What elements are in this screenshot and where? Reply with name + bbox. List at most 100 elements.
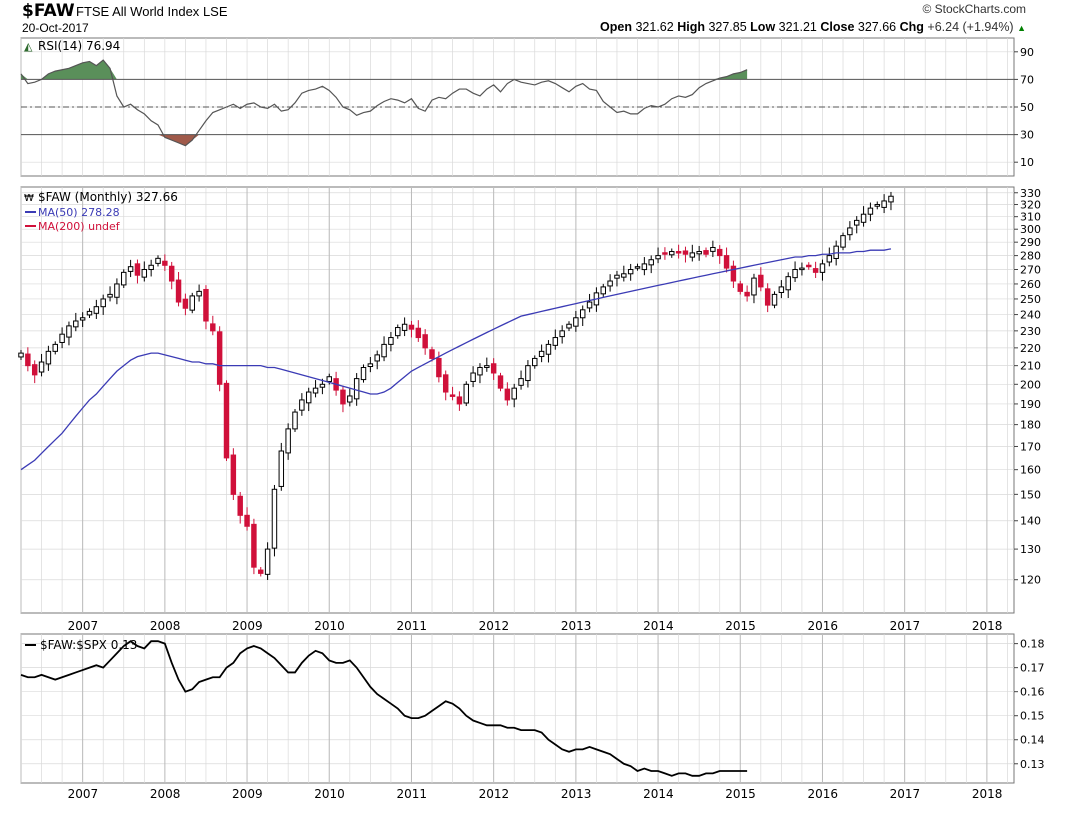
price-y-tick-label: 330	[1020, 187, 1041, 200]
candle-body	[806, 264, 812, 268]
candle-body	[826, 255, 833, 263]
candle-body	[614, 274, 620, 279]
candle-body	[360, 366, 367, 381]
price-y-tick-label: 260	[1020, 278, 1041, 291]
candle-body	[566, 323, 572, 329]
rsi-line	[20, 59, 748, 147]
rsi-title: RSI(14) 76.94	[38, 39, 120, 53]
rsi-y-tick-label: 30	[1020, 129, 1034, 142]
x-tick-label: 2007	[68, 619, 99, 633]
price-y-tick-label: 230	[1020, 325, 1041, 338]
price-y-tick-label: 180	[1020, 419, 1041, 432]
candle-body	[175, 279, 182, 303]
candle-body	[710, 246, 716, 252]
candle-body	[305, 391, 312, 404]
candle-body	[127, 266, 134, 272]
candle-body	[299, 399, 305, 411]
candle-body	[347, 395, 353, 403]
candle-body	[552, 337, 559, 346]
candle-body	[607, 280, 613, 287]
candle-body	[703, 250, 709, 255]
candle-body	[52, 343, 58, 352]
candle-body	[689, 252, 696, 258]
ma50-legend: MA(50) 278.28	[38, 206, 120, 219]
rsi-y-tick-label: 50	[1020, 101, 1034, 114]
candle-body	[59, 333, 65, 343]
candle-body	[840, 235, 846, 248]
candle-body	[408, 324, 415, 330]
price-y-tick-label: 250	[1020, 293, 1041, 306]
rsi-y-tick-label: 90	[1020, 46, 1034, 59]
close-value: 327.66	[857, 20, 897, 34]
candle-body	[490, 363, 497, 374]
x-tick-label: 2016	[807, 619, 838, 633]
candle-body	[621, 273, 627, 278]
candle-body	[771, 293, 778, 306]
candle-body	[395, 327, 401, 337]
candle-body	[31, 364, 38, 376]
index-name: FTSE All World Index LSE	[76, 4, 228, 19]
candle-body	[278, 450, 285, 487]
candle-body	[470, 372, 476, 382]
x-tick-label: 2007	[68, 787, 99, 801]
candle-body	[401, 323, 408, 331]
candle-body	[648, 259, 654, 266]
x-tick-label: 2010	[314, 787, 345, 801]
candle-body	[785, 276, 791, 291]
candle-body	[716, 248, 723, 257]
candle-body	[463, 383, 469, 404]
candle-body	[792, 269, 798, 279]
candle-body	[114, 283, 120, 298]
candle-body	[93, 306, 100, 314]
x-tick-label: 2011	[396, 787, 427, 801]
candle-body	[867, 207, 874, 215]
price-y-tick-label: 130	[1020, 543, 1041, 556]
x-tick-label: 2017	[890, 787, 921, 801]
price-y-tick-label: 280	[1020, 250, 1041, 263]
candle-body	[881, 200, 887, 208]
candle-body	[134, 263, 141, 276]
chart-date: 20-Oct-2017	[22, 21, 89, 35]
x-tick-label: 2012	[479, 787, 510, 801]
candle-body	[497, 375, 504, 389]
ratio-frame	[20, 633, 1015, 784]
panel-legends: RSI(14) 76.94 ◭ $FAW (Monthly) 327.66 ₩ …	[24, 39, 178, 652]
ratio-line	[20, 640, 748, 777]
candle-body	[573, 317, 579, 327]
x-tick-label: 2008	[150, 619, 181, 633]
candle-body	[744, 291, 750, 297]
candle-body	[292, 411, 298, 430]
candle-body	[162, 260, 168, 266]
candle-body	[799, 267, 805, 271]
candle-body	[477, 366, 483, 376]
rsi-legend-icon: ◭	[24, 40, 33, 53]
ratio-y-tick-label: 0.17	[1020, 662, 1045, 675]
candle-body	[381, 343, 387, 358]
candle-body	[579, 309, 586, 319]
rsi-overbought-fill	[21, 60, 748, 80]
candle-body	[271, 488, 278, 549]
rsi-panel[interactable]: 90 70 50 30 10	[20, 37, 1034, 177]
ratio-y-tick-label: 0.15	[1020, 710, 1045, 723]
candle-body	[203, 288, 209, 322]
candle-body	[216, 331, 223, 385]
candle-body	[258, 569, 264, 574]
x-tick-label: 2011	[396, 619, 427, 633]
candle-body	[326, 376, 332, 382]
candle-body	[38, 361, 45, 373]
price-legend-icon: ₩	[24, 193, 34, 204]
ratio-y-tick-label: 0.13	[1020, 758, 1045, 771]
candle-body	[436, 357, 442, 378]
candle-body	[312, 387, 319, 394]
candle-body	[600, 286, 606, 295]
candle-body	[429, 349, 435, 359]
candle-body	[504, 388, 511, 401]
candle-body	[545, 343, 552, 355]
ratio-panel[interactable]: 0.18 0.17 0.16 0.15 0.14 0.13 2007 2008 2009 2010…	[20, 633, 1045, 801]
ratio-y-tick-label: 0.18	[1020, 638, 1045, 651]
candle-body	[449, 394, 456, 397]
brand-logo[interactable]: © StockCharts.com	[922, 2, 1026, 16]
chg-label: Chg	[899, 20, 924, 34]
